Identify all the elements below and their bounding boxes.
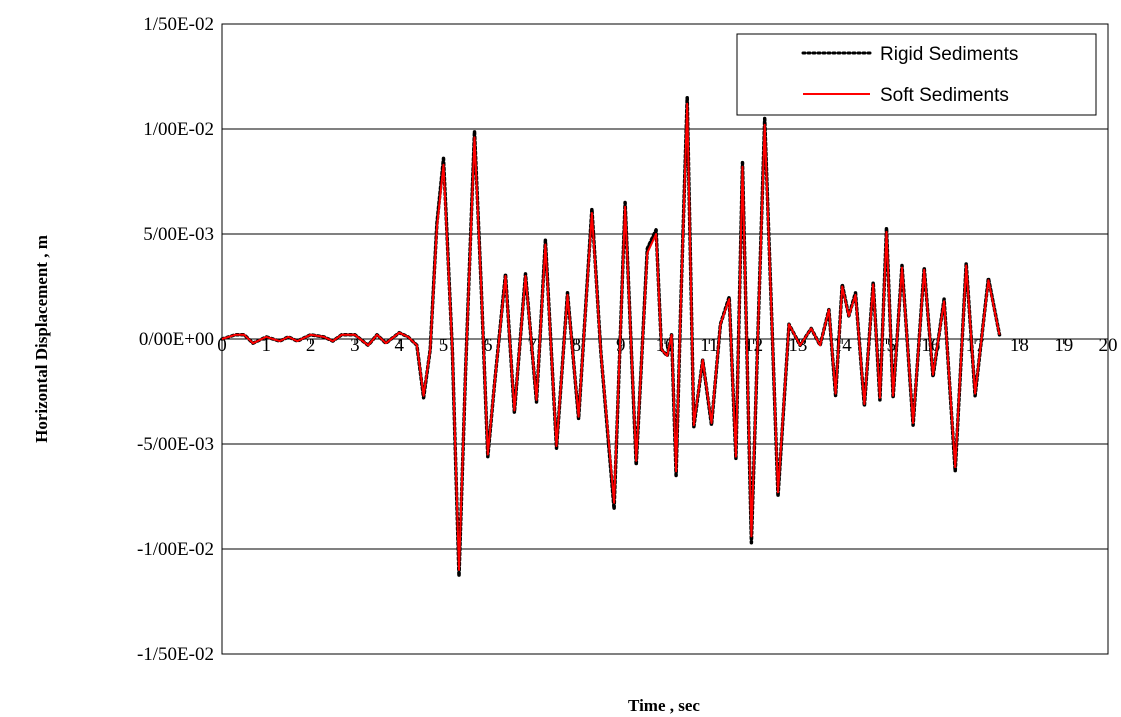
- x-tick-label: 18: [1010, 335, 1029, 356]
- y-tick-label: -5/00E-03: [137, 434, 214, 455]
- legend-label-soft-sediments: Soft Sediments: [880, 85, 1009, 106]
- x-tick-label: 15: [877, 335, 896, 356]
- legend: Rigid Sediments Soft Sediments: [736, 33, 1097, 116]
- x-tick-label: 1: [262, 335, 272, 356]
- x-axis-title: Time , sec: [628, 696, 700, 715]
- x-tick-label: 8: [572, 335, 582, 356]
- x-tick-label: 5: [439, 335, 449, 356]
- grid-lines: [222, 128, 1108, 550]
- y-tick-label: 1/50E-02: [143, 14, 214, 35]
- x-tick-label: 20: [1099, 335, 1118, 356]
- x-tick-label: 2: [306, 335, 316, 356]
- y-tick-label: 0/00E+00: [139, 329, 214, 350]
- y-axis-title: Horizontal Displacement , m: [32, 235, 51, 443]
- x-tick-label: 6: [483, 335, 493, 356]
- series-line-soft-sediments: [221, 102, 1001, 571]
- legend-label-rigid-sediments: Rigid Sediments: [880, 44, 1018, 65]
- y-tick-label: -1/50E-02: [137, 644, 214, 665]
- x-tick-label: 0: [217, 335, 227, 356]
- y-tick-label: 5/00E-03: [143, 224, 214, 245]
- y-tick-label: 1/00E-02: [143, 119, 214, 140]
- x-tick-label: 11: [700, 335, 718, 356]
- x-tick-label: 4: [394, 335, 404, 356]
- y-tick-labels: 1/50E-02 1/00E-02 5/00E-03 0/00E+00 -5/00E-0…: [137, 14, 214, 665]
- x-tick-label: 19: [1054, 335, 1073, 356]
- series-lines: [220, 95, 1002, 579]
- x-tick-label: 3: [350, 335, 360, 356]
- y-tick-label: -1/00E-02: [137, 539, 214, 560]
- legend-box: [736, 33, 1097, 116]
- x-tick-label: 14: [833, 335, 853, 356]
